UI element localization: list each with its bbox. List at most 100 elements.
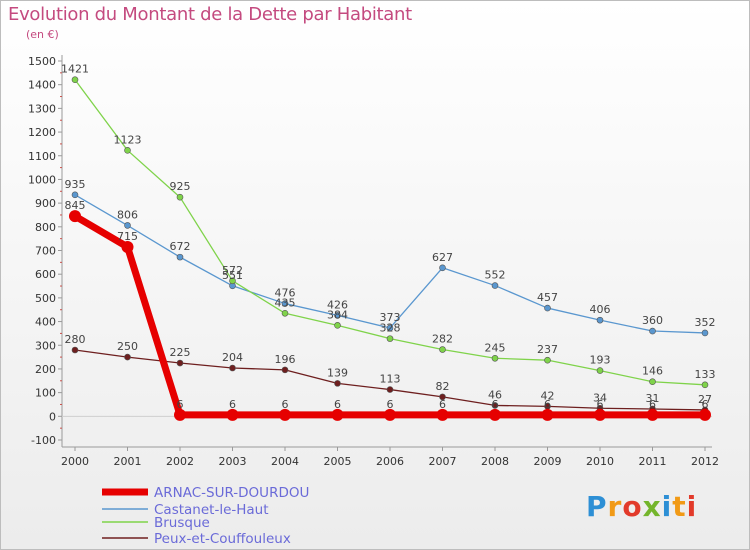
- x-tick-label: 2003: [219, 455, 247, 468]
- data-point: [544, 304, 551, 312]
- data-point: [124, 353, 131, 361]
- x-tick-label: 2011: [639, 455, 667, 468]
- data-point: [386, 386, 394, 393]
- y-tick-label: 500: [35, 292, 56, 305]
- x-tick-label: 2009: [534, 455, 562, 468]
- data-label: 435: [275, 296, 296, 309]
- data-label: 31: [646, 392, 660, 405]
- data-label: 551: [222, 269, 243, 282]
- data-label: 1421: [61, 63, 89, 76]
- data-label: 6: [334, 398, 341, 411]
- y-tick-label: 800: [35, 221, 56, 234]
- data-label: 406: [590, 303, 611, 316]
- data-point: [71, 76, 79, 84]
- legend-label: Brusque: [154, 515, 210, 531]
- x-tick-label: 2010: [586, 455, 614, 468]
- data-label: 715: [117, 230, 138, 243]
- data-label: 457: [537, 291, 558, 304]
- y-tick-label: 900: [35, 197, 56, 210]
- data-label: 373: [380, 311, 401, 324]
- data-label: 6: [649, 398, 656, 411]
- y-tick-label: 300: [35, 339, 56, 352]
- data-point: [596, 316, 604, 324]
- data-label: 6: [597, 398, 604, 411]
- data-label: 6: [177, 398, 184, 411]
- x-tick-label: 2006: [376, 455, 404, 468]
- data-point: [596, 367, 604, 374]
- data-point: [489, 408, 501, 421]
- data-point: [334, 312, 341, 319]
- chart-subtitle: (en €): [26, 28, 59, 41]
- data-point: [649, 378, 656, 386]
- data-point: [541, 408, 554, 421]
- data-label: 6: [492, 398, 499, 411]
- data-label: 34: [593, 391, 607, 404]
- y-tick-label: 0: [49, 410, 56, 423]
- data-label: 6: [439, 398, 446, 411]
- data-point: [281, 309, 289, 317]
- data-label: 476: [275, 287, 296, 300]
- data-label: 139: [327, 366, 348, 379]
- data-label: 225: [170, 346, 191, 359]
- data-point: [439, 264, 446, 272]
- data-label: 360: [642, 314, 663, 327]
- legend-label: Peux-et-Couffouleux: [154, 531, 291, 547]
- data-label: 352: [695, 316, 716, 329]
- data-label: 282: [432, 333, 453, 346]
- data-point: [176, 253, 184, 261]
- x-tick-label: 2007: [429, 455, 457, 468]
- data-label: 133: [695, 368, 716, 381]
- y-tick-label: 1100: [28, 150, 56, 163]
- data-point: [439, 346, 446, 353]
- data-point: [279, 408, 291, 421]
- data-label: 384: [327, 308, 348, 321]
- data-label: 6: [387, 398, 394, 411]
- chart-title: Evolution du Montant de la Dette par Hab…: [8, 4, 412, 25]
- data-label: 193: [590, 354, 611, 367]
- x-tick-label: 2012: [691, 455, 719, 468]
- y-tick-label: 1300: [28, 102, 56, 115]
- data-label: 27: [698, 393, 712, 406]
- y-tick-label: 200: [35, 363, 56, 376]
- data-point: [699, 408, 711, 421]
- data-label: 113: [380, 373, 401, 386]
- data-point: [226, 408, 239, 421]
- y-tick-label: 1500: [28, 55, 56, 68]
- x-tick-label: 2005: [324, 455, 352, 468]
- x-tick-label: 2008: [481, 455, 509, 468]
- data-label: 627: [432, 251, 453, 264]
- data-label: 426: [327, 298, 348, 311]
- data-point: [124, 147, 131, 154]
- data-label: 1123: [114, 133, 142, 146]
- data-label: 237: [537, 343, 558, 356]
- data-point: [491, 402, 499, 409]
- data-label: 925: [170, 180, 191, 193]
- data-point: [334, 380, 341, 387]
- data-label: 280: [65, 333, 86, 346]
- data-point: [281, 300, 289, 307]
- data-point: [174, 408, 186, 421]
- data-point: [649, 327, 656, 335]
- y-tick-label: 100: [35, 387, 56, 400]
- data-label: 6: [702, 398, 709, 411]
- data-label: 935: [65, 178, 86, 191]
- x-tick-label: 2002: [166, 455, 194, 468]
- legend-label: ARNAC-SUR-DOURDOU: [154, 485, 309, 501]
- data-point: [594, 408, 606, 421]
- data-point: [544, 356, 551, 364]
- data-label: 6: [229, 398, 236, 411]
- data-label: 42: [541, 389, 555, 402]
- data-label: 204: [222, 351, 243, 364]
- data-label: 6: [544, 398, 551, 411]
- data-label: 250: [117, 340, 138, 353]
- data-point: [334, 322, 341, 329]
- data-point: [436, 408, 449, 421]
- y-tick-label: 400: [35, 316, 56, 329]
- data-point: [701, 381, 709, 389]
- data-point: [229, 277, 236, 285]
- data-point: [646, 408, 659, 421]
- data-label: 46: [488, 388, 502, 401]
- data-label: 6: [282, 398, 289, 411]
